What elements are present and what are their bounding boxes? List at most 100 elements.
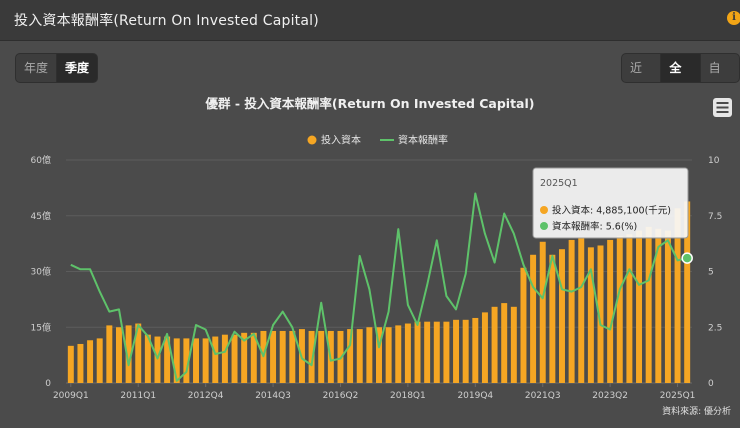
bar-capital [376, 327, 382, 383]
bar-capital [67, 345, 74, 383]
tooltip-row-roic: 資本報酬率: 5.6(%) [552, 221, 637, 233]
chart-credits: 資料來源: 優分析 [662, 405, 731, 417]
bar-capital [270, 330, 277, 383]
bar-capital [77, 343, 84, 383]
title-bar: 投入資本報酬率(Return On Invested Capital) i [0, 0, 740, 41]
bar-capital [115, 327, 122, 383]
x-tick-label: 2025Q1 [660, 391, 696, 401]
bar-capital [183, 338, 190, 383]
tooltip-title: 2025Q1 [540, 178, 578, 189]
bar-capital [645, 226, 652, 383]
bar-capital [164, 336, 171, 383]
x-tick-label: 2018Q1 [390, 391, 426, 401]
bar-capital [154, 336, 161, 383]
range-all-button[interactable]: 全部 [661, 54, 701, 82]
bar-capital [87, 340, 94, 383]
bar-capital [510, 306, 517, 383]
y-right-tick-label: 10 [708, 156, 720, 166]
bar-capital [347, 329, 354, 383]
bar-capital [501, 303, 508, 383]
bar-capital [385, 327, 392, 383]
y-right-tick-label: 2.5 [708, 323, 722, 333]
bar-capital [193, 338, 200, 383]
legend-symbol-capital [307, 135, 317, 145]
bar-capital [221, 334, 228, 383]
bar-capital [241, 332, 248, 383]
range-toggle: 近期 全部 自訂 [621, 53, 740, 83]
bar-capital [568, 239, 575, 383]
bar-capital [250, 332, 257, 383]
x-tick-label: 2012Q4 [188, 391, 224, 401]
bar-capital [636, 230, 643, 383]
bar-capital [587, 247, 594, 383]
bar-capital [202, 338, 209, 383]
bar-capital [289, 330, 296, 383]
bar-capital [96, 338, 103, 383]
bar-capital [173, 338, 180, 383]
bar-capital [433, 321, 440, 383]
x-tick-label: 2019Q4 [457, 391, 493, 401]
line-roic [70, 192, 688, 382]
y-left-tick-label: 15億 [31, 321, 51, 333]
bar-capital [144, 334, 151, 383]
bar-capital [125, 325, 132, 383]
hover-point-marker [681, 252, 693, 264]
bar-capital [616, 236, 623, 383]
bar-capital [674, 208, 681, 383]
y-left-tick-label: 60億 [31, 154, 51, 166]
x-tick-label: 2011Q1 [120, 391, 156, 401]
bar-capital [135, 323, 142, 383]
bar-capital [597, 245, 604, 383]
bar-capital [626, 234, 633, 383]
bar-capital [106, 325, 113, 383]
bar-capital [655, 228, 662, 383]
bar-capital [231, 334, 238, 383]
bar-capital [356, 329, 363, 383]
period-annual-button[interactable]: 年度 [16, 54, 58, 82]
bar-capital [472, 317, 479, 383]
menu-icon[interactable] [713, 98, 732, 117]
bar-capital [491, 306, 498, 383]
bar-capital [549, 254, 556, 383]
bar-capital [453, 319, 460, 383]
bar-capital [578, 238, 585, 383]
bar-capital [684, 201, 691, 383]
bar-capital [558, 249, 565, 383]
bar-capital [404, 323, 411, 383]
y-left-tick-label: 30億 [31, 266, 51, 278]
bar-capital [318, 330, 325, 383]
bar-capital [539, 241, 546, 383]
y-left-tick-label: 0 [45, 379, 51, 389]
x-tick-label: 2009Q1 [53, 391, 89, 401]
page-title: 投入資本報酬率(Return On Invested Capital) [14, 13, 319, 29]
tooltip-symbol-capital [540, 206, 548, 214]
y-right-tick-label: 0 [708, 379, 714, 389]
period-quarterly-button[interactable]: 季度 [57, 54, 98, 82]
y-right-tick-label: 7.5 [708, 212, 722, 222]
range-recent-button[interactable]: 近期 [622, 54, 662, 82]
legend-label-roic: 資本報酬率 [398, 134, 448, 147]
bar-capital [530, 254, 537, 383]
y-right-tick-label: 5 [708, 268, 714, 278]
bar-capital [520, 267, 527, 383]
legend-label-capital: 投入資本 [321, 134, 361, 147]
tooltip-symbol-roic [540, 222, 548, 230]
x-tick-label: 2021Q3 [525, 391, 561, 401]
bar-capital [664, 230, 671, 383]
bar-capital [366, 327, 373, 383]
bar-capital [443, 321, 450, 383]
info-icon[interactable]: i [727, 11, 740, 25]
bar-capital [395, 325, 402, 383]
bar-capital [424, 321, 431, 383]
x-tick-label: 2023Q2 [592, 391, 628, 401]
bar-capital [279, 330, 286, 383]
range-custom-button[interactable]: 自訂 [708, 61, 721, 75]
bar-capital [607, 239, 614, 383]
period-toggle: 年度 季度 [15, 53, 99, 83]
bar-capital [462, 319, 469, 383]
tooltip-row-capital: 投入資本: 4,885,100(千元) [552, 205, 671, 217]
chart-title: 優群 - 投入資本報酬率(Return On Invested Capital) [205, 96, 535, 111]
bar-capital [481, 312, 488, 383]
bar-capital [308, 330, 315, 383]
